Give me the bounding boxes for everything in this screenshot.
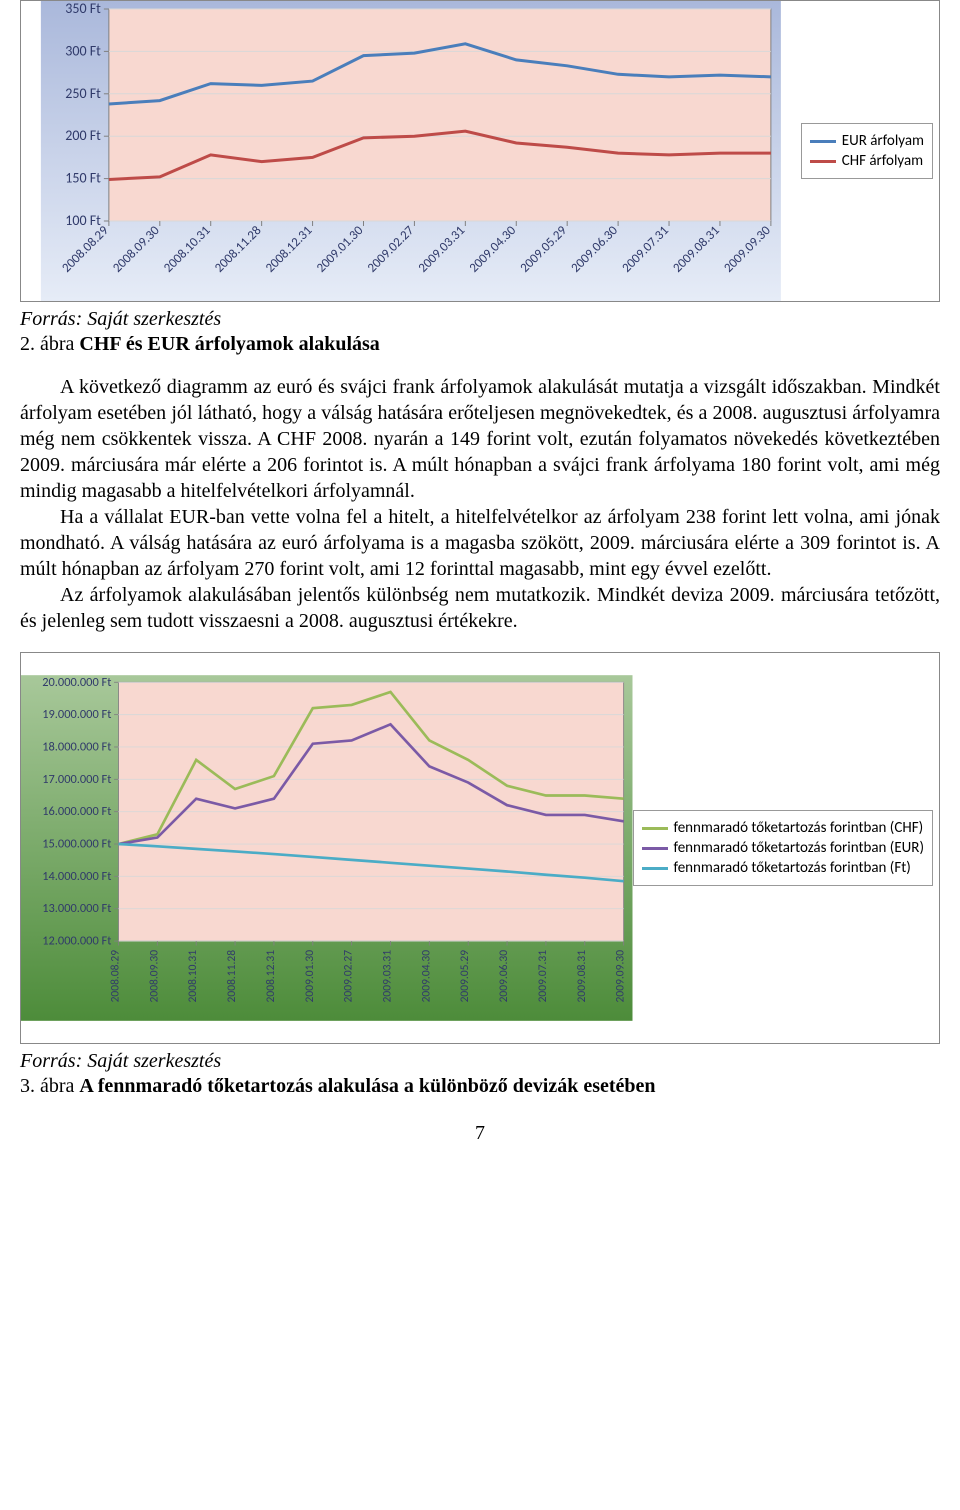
- legend-label: fennmaradó tőketartozás forintban (Ft): [674, 859, 911, 877]
- legend-swatch: [642, 867, 668, 870]
- legend-item: CHF árfolyam: [810, 152, 924, 170]
- paragraph-2: Ha a vállalat EUR-ban vette volna fel a …: [20, 504, 940, 582]
- svg-text:2008.12.31: 2008.12.31: [264, 950, 278, 1003]
- svg-text:19.000.000 Ft: 19.000.000 Ft: [42, 707, 111, 722]
- paragraph-1: A következő diagramm az euró és svájci f…: [20, 374, 940, 504]
- caption-2-title: A fennmaradó tőketartozás alakulása a kü…: [79, 1075, 655, 1097]
- chart-2-container: 12.000.000 Ft 13.000.000 Ft 14.000.000 Ft 1…: [20, 652, 940, 1044]
- legend-item: EUR árfolyam: [810, 132, 924, 150]
- svg-text:2009.04.30: 2009.04.30: [419, 950, 433, 1003]
- legend-swatch: [810, 140, 836, 143]
- svg-text:15.000.000 Ft: 15.000.000 Ft: [42, 837, 111, 852]
- legend-item: fennmaradó tőketartozás forintban (Ft): [642, 859, 925, 877]
- chart-1-caption: 2. ábra CHF és EUR árfolyamok alakulása: [20, 333, 940, 356]
- chart-1: 100 Ft150 Ft200 Ft250 Ft300 Ft350 Ft2008…: [21, 1, 801, 301]
- svg-text:100 Ft: 100 Ft: [65, 212, 101, 229]
- svg-text:16.000.000 Ft: 16.000.000 Ft: [42, 804, 111, 819]
- caption-2-prefix: 3. ábra: [20, 1075, 79, 1097]
- svg-text:2009.09.30: 2009.09.30: [614, 950, 628, 1003]
- legend-label: fennmaradó tőketartozás forintban (EUR): [674, 839, 925, 857]
- legend-swatch: [642, 827, 668, 830]
- svg-text:13.000.000 Ft: 13.000.000 Ft: [42, 901, 111, 916]
- legend-swatch: [642, 847, 668, 850]
- chart-1-container: 100 Ft150 Ft200 Ft250 Ft300 Ft350 Ft2008…: [20, 0, 940, 302]
- svg-text:2009.01.30: 2009.01.30: [303, 950, 317, 1003]
- svg-text:2009.08.31: 2009.08.31: [575, 950, 589, 1003]
- svg-text:2009.07.31: 2009.07.31: [536, 950, 550, 1003]
- svg-text:2009.06.30: 2009.06.30: [497, 950, 511, 1003]
- svg-text:250 Ft: 250 Ft: [65, 85, 101, 102]
- svg-text:2008.08.29: 2008.08.29: [108, 950, 122, 1003]
- svg-text:300 Ft: 300 Ft: [65, 42, 101, 59]
- svg-text:2008.09.30: 2008.09.30: [147, 950, 161, 1003]
- caption-1-prefix: 2. ábra: [20, 333, 79, 355]
- chart-2-source: Forrás: Saját szerkesztés: [20, 1050, 940, 1073]
- legend-label: EUR árfolyam: [842, 132, 924, 150]
- chart-2-caption: 3. ábra A fennmaradó tőketartozás alakul…: [20, 1075, 940, 1098]
- svg-text:17.000.000 Ft: 17.000.000 Ft: [42, 772, 111, 787]
- svg-text:2009.02.27: 2009.02.27: [342, 950, 356, 1003]
- caption-1-title: CHF és EUR árfolyamok alakulása: [79, 333, 379, 355]
- legend-label: CHF árfolyam: [842, 152, 923, 170]
- svg-text:18.000.000 Ft: 18.000.000 Ft: [42, 740, 111, 755]
- svg-text:12.000.000 Ft: 12.000.000 Ft: [42, 934, 111, 949]
- svg-text:200 Ft: 200 Ft: [65, 127, 101, 144]
- legend-swatch: [810, 160, 836, 163]
- legend-label: fennmaradó tőketartozás forintban (CHF): [674, 819, 924, 837]
- svg-text:2008.10.31: 2008.10.31: [186, 950, 200, 1003]
- svg-text:2008.11.28: 2008.11.28: [225, 950, 239, 1003]
- svg-text:350 Ft: 350 Ft: [65, 1, 101, 17]
- chart-1-source: Forrás: Saját szerkesztés: [20, 308, 940, 331]
- chart-1-legend: EUR árfolyam CHF árfolyam: [801, 123, 933, 179]
- body-text: A következő diagramm az euró és svájci f…: [20, 374, 940, 634]
- svg-text:150 Ft: 150 Ft: [65, 170, 101, 187]
- chart-2: 12.000.000 Ft 13.000.000 Ft 14.000.000 Ft 1…: [21, 653, 633, 1043]
- legend-item: fennmaradó tőketartozás forintban (CHF): [642, 819, 925, 837]
- svg-text:14.000.000 Ft: 14.000.000 Ft: [42, 869, 111, 884]
- paragraph-3: Az árfolyamok alakulásában jelentős külö…: [20, 582, 940, 634]
- svg-text:2009.05.29: 2009.05.29: [458, 950, 472, 1003]
- svg-text:20.000.000 Ft: 20.000.000 Ft: [42, 675, 111, 690]
- legend-item: fennmaradó tőketartozás forintban (EUR): [642, 839, 925, 857]
- chart-2-legend: fennmaradó tőketartozás forintban (CHF) …: [633, 810, 934, 886]
- page-number: 7: [20, 1122, 940, 1145]
- svg-text:2009.03.31: 2009.03.31: [380, 950, 394, 1003]
